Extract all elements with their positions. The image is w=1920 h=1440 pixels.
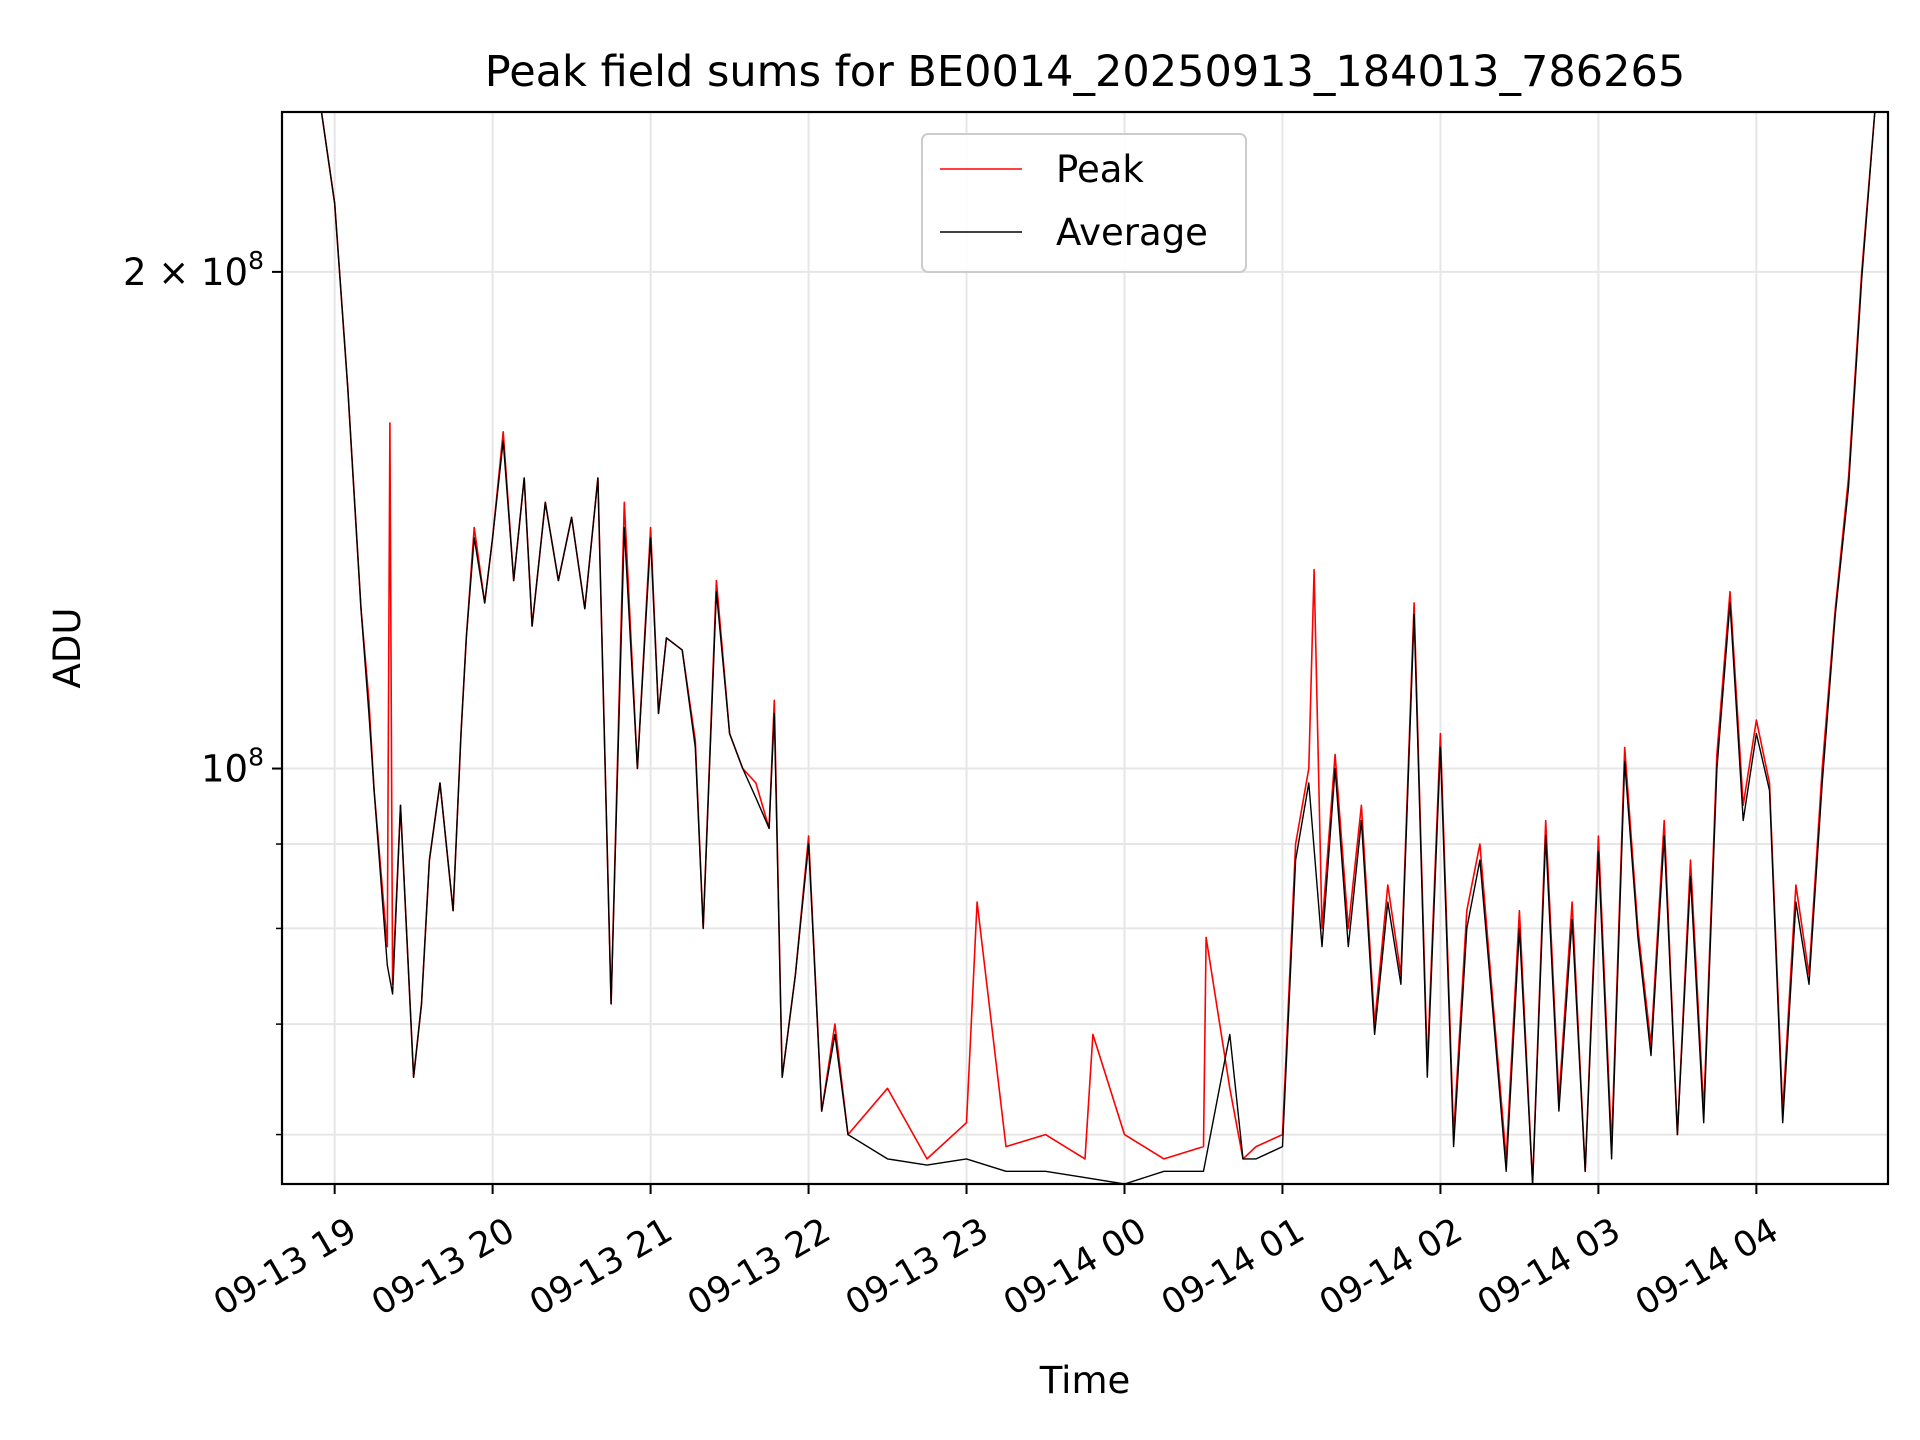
- legend: Peak Average: [921, 133, 1247, 273]
- x-axis-label: Time: [1039, 1359, 1131, 1402]
- y-tick-label: 2 × 108: [123, 246, 264, 294]
- legend-label-average: Average: [1056, 211, 1208, 254]
- data-series: [282, 112, 1888, 1184]
- legend-label-peak: Peak: [1056, 148, 1144, 191]
- axes-frame: [280, 110, 1890, 1186]
- grid-lines: [282, 112, 1888, 1184]
- y-tick-label: 108: [201, 743, 264, 791]
- y-axis-label: ADU: [46, 608, 89, 689]
- chart-title: Peak field sums for BE0014_20250913_1840…: [485, 47, 1685, 97]
- series-line-average: [282, 112, 1888, 1184]
